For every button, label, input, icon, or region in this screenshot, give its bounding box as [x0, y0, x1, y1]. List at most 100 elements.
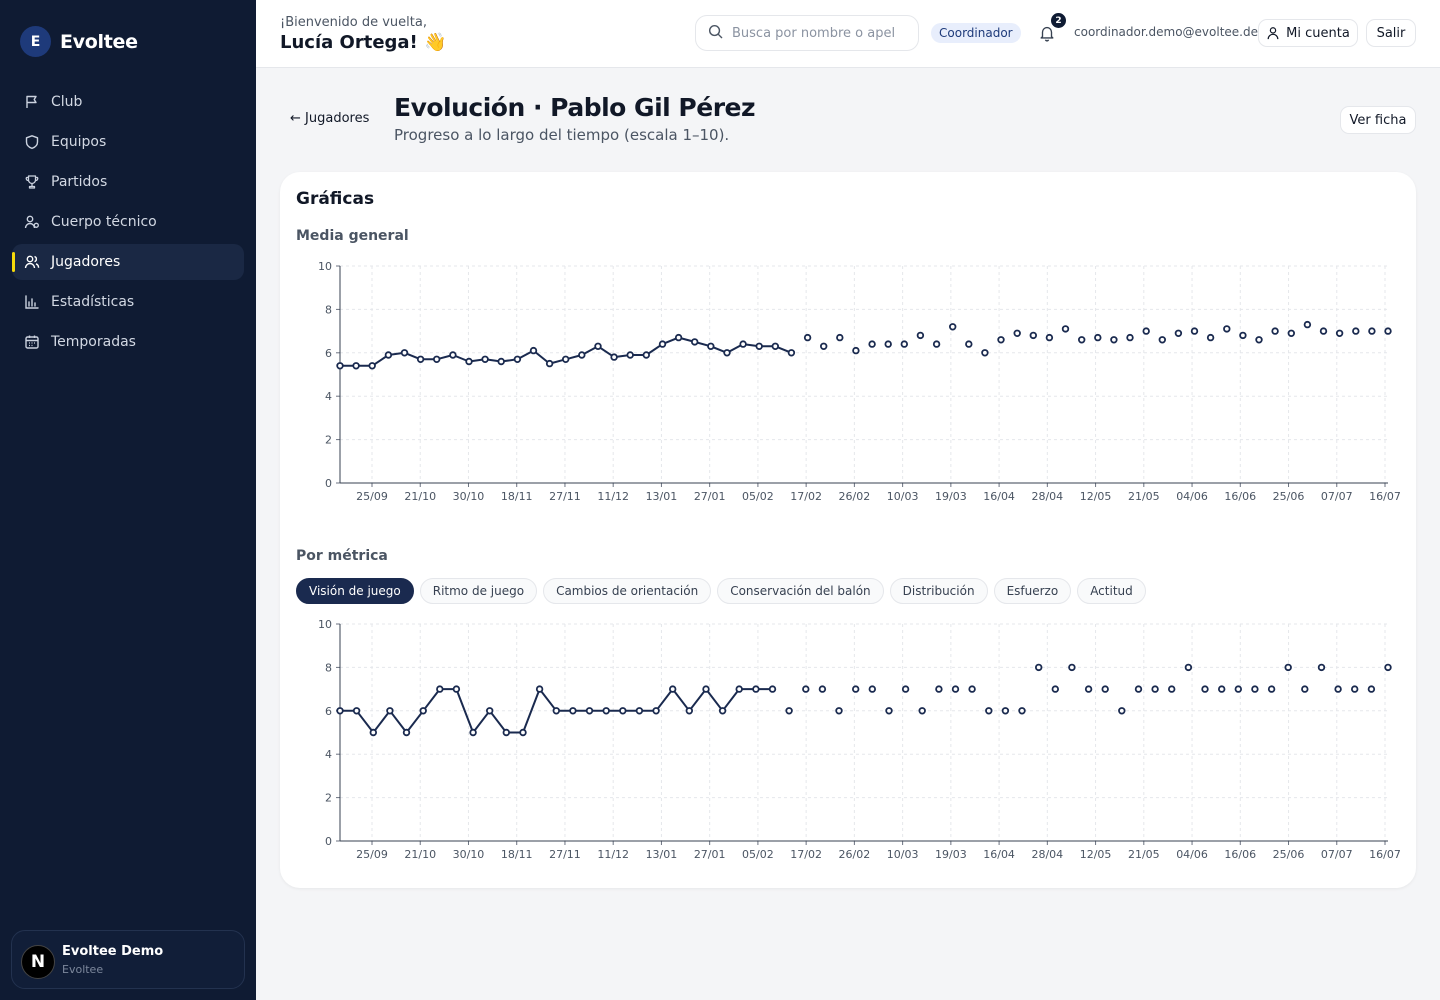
data-point[interactable] [1035, 663, 1043, 672]
data-point[interactable] [718, 707, 727, 715]
data-point[interactable] [416, 355, 425, 363]
data-point[interactable] [402, 728, 411, 737]
sidebar-item-equipos[interactable]: Equipos [12, 124, 244, 160]
dev-tools-badge[interactable]: N [21, 945, 55, 979]
data-point[interactable] [981, 349, 989, 357]
data-point[interactable] [419, 707, 427, 715]
data-point[interactable] [669, 685, 677, 693]
data-point[interactable] [1045, 333, 1054, 342]
data-point[interactable] [1061, 325, 1070, 333]
data-point[interactable] [352, 362, 360, 370]
data-point[interactable] [916, 331, 925, 340]
data-point[interactable] [755, 342, 763, 350]
data-point[interactable] [1174, 329, 1183, 337]
data-point[interactable] [723, 349, 731, 357]
sidebar-item-estadísticas[interactable]: Estadísticas [12, 284, 244, 320]
search-box[interactable] [695, 15, 919, 51]
metric-tab[interactable]: Cambios de orientación [543, 578, 712, 604]
data-point[interactable] [1029, 331, 1037, 340]
data-point[interactable] [949, 323, 957, 331]
data-point[interactable] [1287, 329, 1295, 337]
sidebar-item-cuerpo-técnico[interactable]: Cuerpo técnico [12, 204, 244, 240]
data-point[interactable] [594, 342, 602, 350]
data-point[interactable] [469, 728, 477, 737]
data-point[interactable] [1206, 333, 1215, 342]
data-point[interactable] [635, 707, 644, 715]
data-point[interactable] [535, 685, 544, 693]
data-point[interactable] [452, 685, 461, 693]
data-point[interactable] [932, 340, 941, 348]
data-point[interactable] [1384, 327, 1392, 335]
metric-tab[interactable]: Esfuerzo [993, 578, 1072, 604]
data-point[interactable] [652, 707, 660, 715]
sidebar-item-temporadas[interactable]: Temporadas [12, 324, 244, 360]
data-point[interactable] [1168, 685, 1176, 693]
data-point[interactable] [771, 342, 779, 350]
data-point[interactable] [1352, 327, 1360, 335]
data-point[interactable] [768, 685, 777, 693]
data-point[interactable] [965, 340, 973, 348]
data-point[interactable] [1267, 685, 1276, 693]
data-point[interactable] [1190, 327, 1199, 335]
back-to-players-link[interactable]: ← Jugadores [290, 111, 370, 126]
data-point[interactable] [658, 340, 667, 348]
search-input[interactable] [732, 25, 902, 41]
data-point[interactable] [1368, 327, 1376, 335]
data-point[interactable] [735, 685, 743, 693]
data-point[interactable] [885, 707, 893, 715]
data-point[interactable] [785, 707, 793, 715]
bell-icon[interactable] [1038, 24, 1056, 42]
data-point[interactable] [1001, 707, 1010, 715]
sidebar-item-jugadores[interactable]: Jugadores [12, 244, 244, 280]
data-point[interactable] [1201, 685, 1209, 693]
data-point[interactable] [968, 685, 976, 693]
data-point[interactable] [1234, 685, 1242, 693]
data-point[interactable] [1068, 663, 1076, 672]
data-point[interactable] [951, 685, 960, 693]
data-point[interactable] [642, 351, 650, 359]
data-point[interactable] [852, 685, 860, 693]
data-point[interactable] [369, 728, 377, 737]
data-point[interactable] [465, 357, 473, 366]
data-point[interactable] [997, 336, 1005, 344]
my-account-button[interactable]: Mi cuenta [1258, 19, 1358, 47]
data-point[interactable] [497, 357, 505, 366]
data-point[interactable] [1334, 685, 1342, 693]
data-point[interactable] [1301, 685, 1309, 693]
data-point[interactable] [585, 707, 594, 715]
data-point[interactable] [803, 333, 812, 342]
data-point[interactable] [1158, 336, 1166, 344]
data-point[interactable] [1151, 685, 1159, 693]
data-point[interactable] [901, 685, 910, 693]
data-point[interactable] [619, 707, 627, 715]
data-point[interactable] [1094, 333, 1102, 342]
data-point[interactable] [436, 685, 444, 693]
data-point[interactable] [836, 333, 844, 342]
data-point[interactable] [868, 340, 876, 348]
data-point[interactable] [552, 707, 560, 715]
data-point[interactable] [400, 349, 409, 357]
data-point[interactable] [610, 353, 618, 361]
data-point[interactable] [562, 355, 570, 363]
data-point[interactable] [1303, 320, 1312, 329]
data-point[interactable] [602, 707, 610, 715]
metric-tab[interactable]: Visión de juego [296, 578, 414, 604]
data-point[interactable] [1319, 327, 1328, 335]
data-point[interactable] [1223, 325, 1231, 333]
data-point[interactable] [818, 685, 827, 693]
data-point[interactable] [1110, 336, 1118, 344]
data-point[interactable] [1018, 707, 1026, 715]
data-point[interactable] [1051, 685, 1059, 693]
data-point[interactable] [1218, 685, 1226, 693]
data-point[interactable] [502, 728, 510, 737]
data-point[interactable] [1134, 685, 1143, 693]
data-point[interactable] [985, 707, 993, 715]
data-point[interactable] [1384, 663, 1392, 672]
data-point[interactable] [702, 685, 710, 693]
logout-button[interactable]: Salir [1366, 19, 1416, 47]
data-point[interactable] [519, 728, 527, 737]
data-point[interactable] [481, 355, 489, 363]
data-point[interactable] [386, 707, 394, 715]
data-point[interactable] [368, 362, 376, 370]
data-point[interactable] [485, 707, 494, 715]
